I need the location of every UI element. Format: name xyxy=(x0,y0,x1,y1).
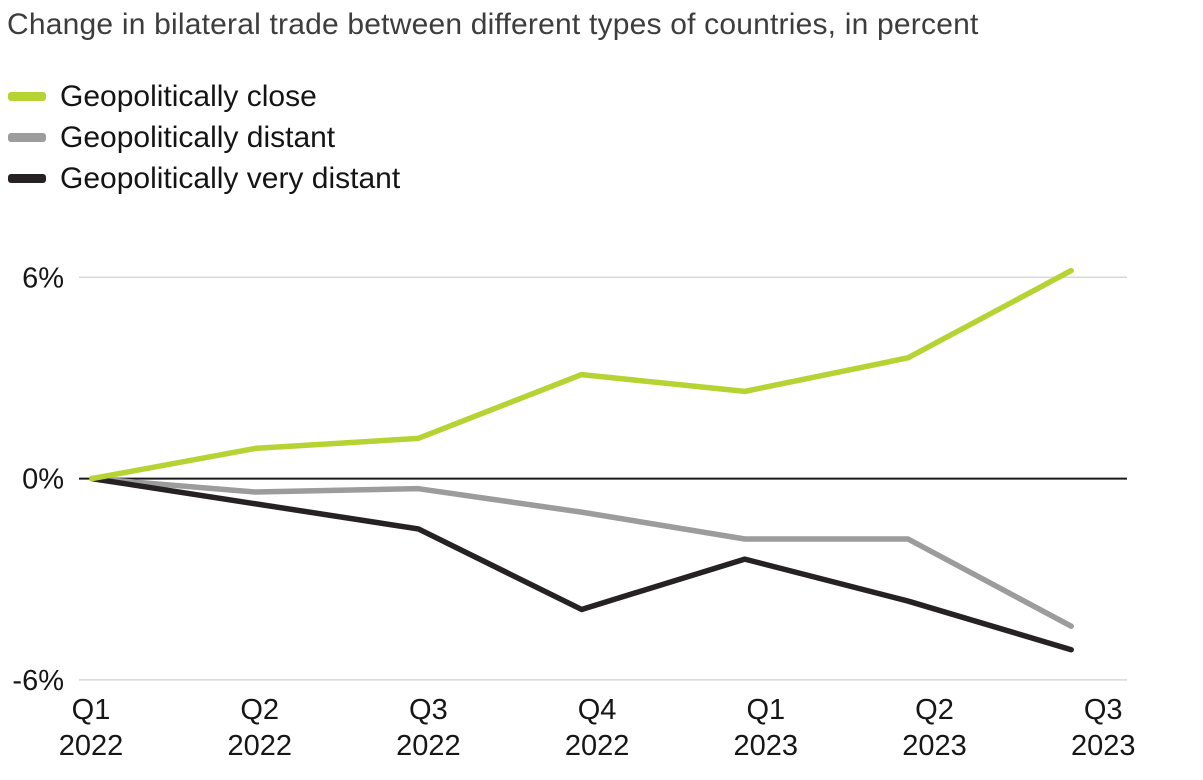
legend-swatch-distant xyxy=(8,133,46,142)
x-tick-year-Q3-2023: 2023 xyxy=(1071,730,1136,762)
line-geopolitically-close xyxy=(89,267,1074,482)
legend-label-close: Geopolitically close xyxy=(60,79,317,113)
x-tick-year-Q1-2022: 2022 xyxy=(59,730,124,762)
x-tick-quarter-Q1-2023: Q1 xyxy=(746,694,785,726)
legend-swatch-very-distant xyxy=(8,174,46,183)
y-tick-label-0%: 0% xyxy=(22,464,64,496)
x-tick-quarter-Q3-2023: Q3 xyxy=(1084,694,1123,726)
legend-item-very-distant: Geopolitically very distant xyxy=(8,158,400,199)
x-tick-quarter-Q4-2022: Q4 xyxy=(578,694,617,726)
legend-label-very-distant: Geopolitically very distant xyxy=(60,161,401,195)
y-tick-label--6%: -6% xyxy=(12,665,64,697)
chart-title: Change in bilateral trade between differ… xyxy=(7,8,979,41)
x-tick-year-Q2-2022: 2022 xyxy=(227,730,292,762)
line-geopolitically-very-distant xyxy=(89,475,1074,653)
legend: Geopolitically close Geopolitically dist… xyxy=(8,76,400,199)
x-tick-quarter-Q2-2023: Q2 xyxy=(915,694,954,726)
line-geopolitically-distant xyxy=(89,475,1074,629)
legend-item-close: Geopolitically close xyxy=(8,76,400,117)
legend-item-distant: Geopolitically distant xyxy=(8,117,400,158)
legend-label-distant: Geopolitically distant xyxy=(60,120,336,154)
x-tick-quarter-Q2-2022: Q2 xyxy=(240,694,279,726)
x-tick-year-Q4-2022: 2022 xyxy=(565,730,630,762)
x-tick-year-Q2-2023: 2023 xyxy=(902,730,967,762)
x-tick-year-Q1-2023: 2023 xyxy=(734,730,799,762)
x-tick-quarter-Q1-2022: Q1 xyxy=(72,694,111,726)
legend-swatch-close xyxy=(8,92,46,101)
x-tick-year-Q3-2022: 2022 xyxy=(396,730,461,762)
y-tick-label-6%: 6% xyxy=(22,262,64,294)
x-tick-quarter-Q3-2022: Q3 xyxy=(409,694,448,726)
